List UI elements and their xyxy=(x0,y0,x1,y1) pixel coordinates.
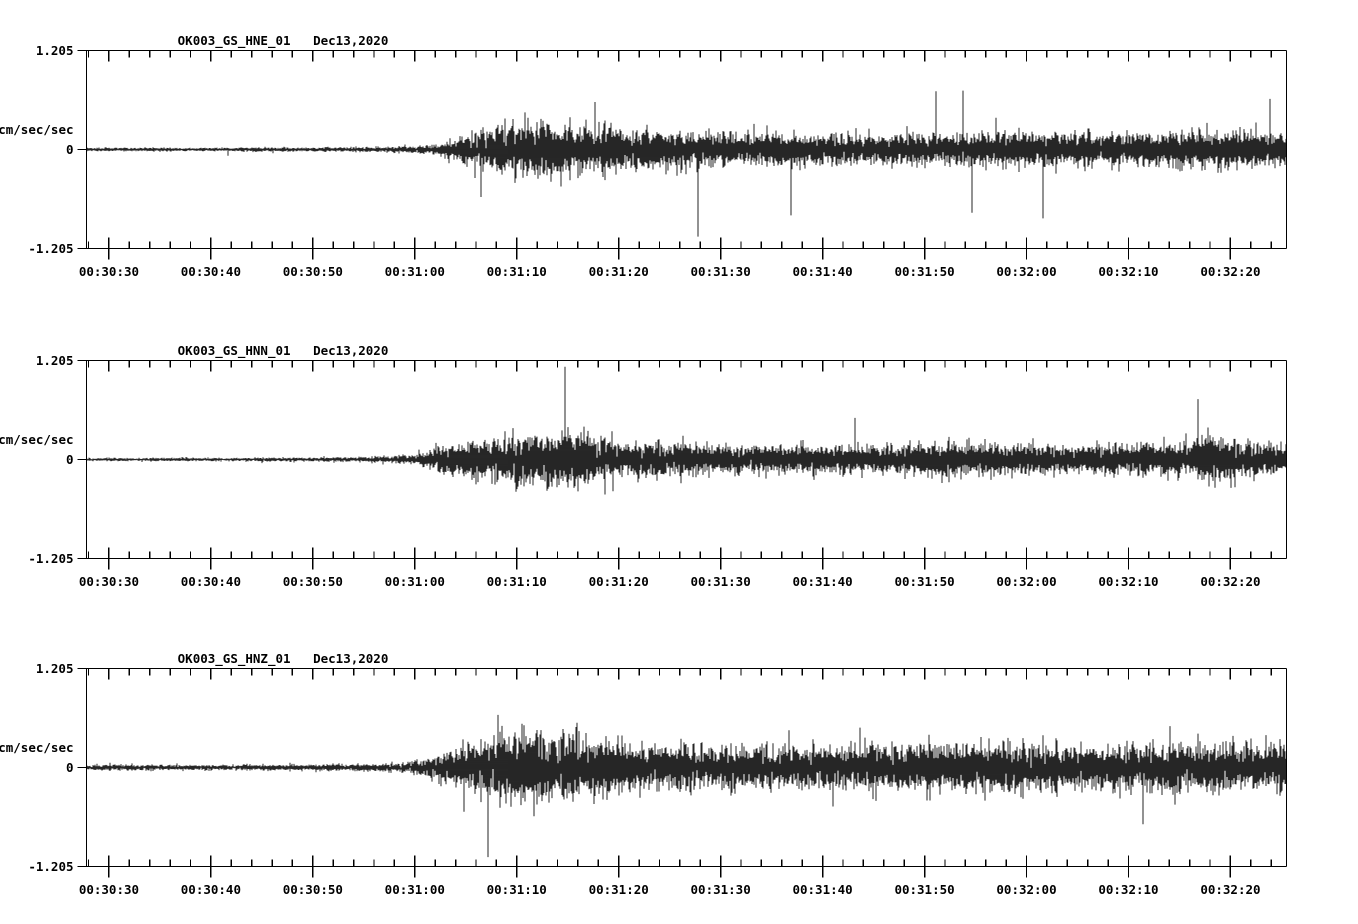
panel-hne-xtick-8: 00:31:50 xyxy=(894,263,955,279)
plot-frame xyxy=(85,49,1288,250)
panel-hne-xtick-9: 00:32:00 xyxy=(996,263,1057,279)
panel-hne-xtick-3: 00:31:00 xyxy=(384,263,445,279)
panel-hnz-xtick-2: 00:30:50 xyxy=(282,881,343,897)
plot-frame xyxy=(85,667,1288,868)
panel-hne-xtick-5: 00:31:20 xyxy=(588,263,649,279)
panel-hnn-xtick-4: 00:31:10 xyxy=(486,573,547,589)
panel-hnn-xtick-7: 00:31:40 xyxy=(792,573,853,589)
panel-hnn-xtick-3: 00:31:00 xyxy=(384,573,445,589)
panel-hne-yaxis-label: cm/sec/sec xyxy=(0,121,74,137)
panel-hnz-xtick-1: 00:30:40 xyxy=(180,881,241,897)
panel-hne-title: OK003_GS_HNE_01 Dec13,2020 xyxy=(177,32,389,48)
panel-hne-xtick-0: 00:30:30 xyxy=(78,263,140,279)
panel-hnz-xtick-10: 00:32:10 xyxy=(1098,881,1159,897)
panel-hnn-xtick-2: 00:30:50 xyxy=(282,573,343,589)
panel-hne-xtick-6: 00:31:30 xyxy=(690,263,751,279)
waveform-trace xyxy=(86,714,1287,858)
panel-hnz-xtick-11: 00:32:20 xyxy=(1200,881,1261,897)
panel-hnn-title: OK003_GS_HNN_01 Dec13,2020 xyxy=(177,342,389,358)
axis-ticks xyxy=(77,667,1272,878)
panel-hne-ytick-min: -1.205 xyxy=(28,240,74,256)
panel-hnn-xtick-0: 00:30:30 xyxy=(78,573,140,589)
panel-hnn-ytick-mid: 0 xyxy=(65,451,74,467)
panel-hne-xtick-2: 00:30:50 xyxy=(282,263,343,279)
panel-hnz-xtick-7: 00:31:40 xyxy=(792,881,853,897)
panel-hnn-xtick-6: 00:31:30 xyxy=(690,573,751,589)
panel-hnn-xtick-11: 00:32:20 xyxy=(1200,573,1261,589)
panel-hne-ytick-mid: 0 xyxy=(65,141,74,157)
panel-hne-xtick-11: 00:32:20 xyxy=(1200,263,1261,279)
panel-hnz-xtick-3: 00:31:00 xyxy=(384,881,445,897)
panel-hnn-xtick-9: 00:32:00 xyxy=(996,573,1057,589)
panel-hnz-xtick-5: 00:31:20 xyxy=(588,881,649,897)
panel-hnz-xtick-8: 00:31:50 xyxy=(894,881,955,897)
panel-hnz-xtick-9: 00:32:00 xyxy=(996,881,1057,897)
panel-hnn-xtick-10: 00:32:10 xyxy=(1098,573,1159,589)
panel-hnz-ytick-max: 1.205 xyxy=(35,660,74,676)
waveform-trace xyxy=(86,90,1287,237)
axis-ticks xyxy=(77,359,1272,570)
panel-hnz-xtick-4: 00:31:10 xyxy=(486,881,547,897)
panel-hnn-ytick-min: -1.205 xyxy=(28,550,74,566)
waveform-trace xyxy=(86,366,1287,495)
panel-hne-xtick-10: 00:32:10 xyxy=(1098,263,1159,279)
panel-hnz-xtick-0: 00:30:30 xyxy=(78,881,140,897)
panel-hnn-xtick-8: 00:31:50 xyxy=(894,573,955,589)
panel-hnn-xtick-5: 00:31:20 xyxy=(588,573,649,589)
panel-hnz-title: OK003_GS_HNZ_01 Dec13,2020 xyxy=(177,650,389,666)
panel-hne-xtick-1: 00:30:40 xyxy=(180,263,241,279)
panel-hne-xtick-4: 00:31:10 xyxy=(486,263,547,279)
plot-frame xyxy=(85,359,1288,560)
panel-hnz-yaxis-label: cm/sec/sec xyxy=(0,739,74,755)
panel-hnz-xtick-6: 00:31:30 xyxy=(690,881,751,897)
panel-hnn-ytick-max: 1.205 xyxy=(35,352,74,368)
panel-hnz-ytick-mid: 0 xyxy=(65,759,74,775)
axis-ticks xyxy=(77,49,1272,260)
panel-hne-ytick-max: 1.205 xyxy=(35,42,74,58)
panel-hne-xtick-7: 00:31:40 xyxy=(792,263,853,279)
panel-hnn-yaxis-label: cm/sec/sec xyxy=(0,431,74,447)
panel-hnz-ytick-min: -1.205 xyxy=(28,858,74,874)
panel-hnn-xtick-1: 00:30:40 xyxy=(180,573,241,589)
